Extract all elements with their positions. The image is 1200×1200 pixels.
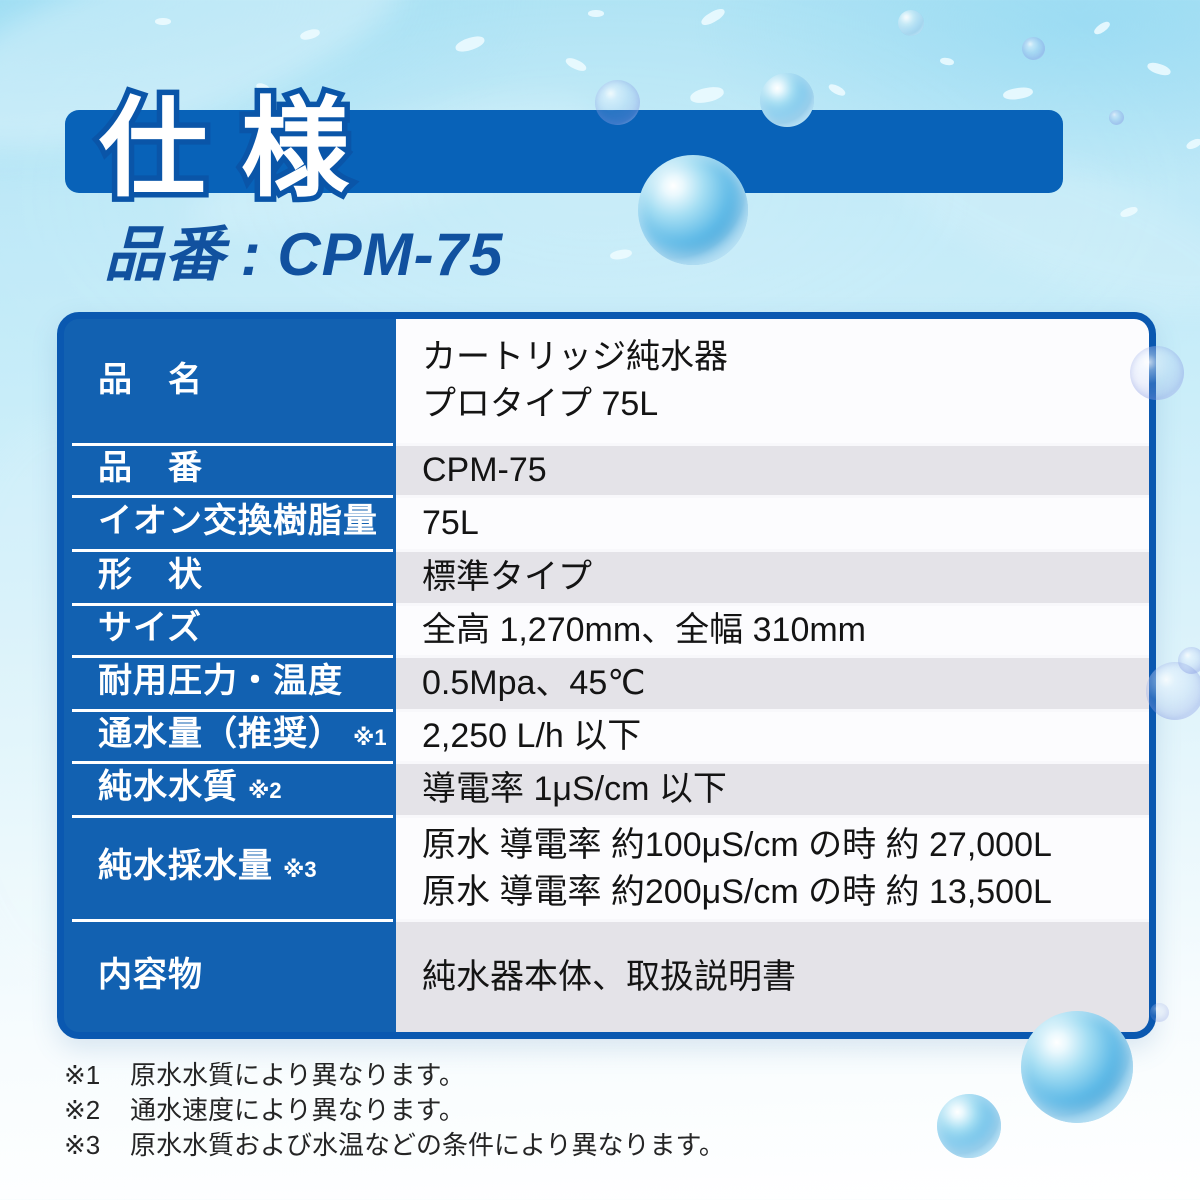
spec-label-text: サイズ	[98, 609, 202, 648]
spec-value-water-quality: 導電率 1μS/cm 以下	[396, 761, 1149, 815]
spec-label-water-yield: 純水採水量 ※3	[64, 815, 396, 919]
title-bar: 仕様	[65, 89, 1063, 208]
bubble-decoration	[937, 1094, 1001, 1158]
bubble-decoration	[638, 155, 748, 265]
footnote-marker: ※2	[64, 1095, 101, 1125]
footnote-text: 通水速度により異なります。	[130, 1095, 465, 1125]
spec-label-note: ※3	[283, 857, 317, 883]
spec-label-resin-volume: イオン交換樹脂量	[64, 495, 396, 549]
bubble-decoration	[1021, 1011, 1133, 1123]
bubble-decoration	[1150, 1003, 1169, 1022]
splash-decoration	[1002, 85, 1034, 102]
bubble-decoration	[1022, 37, 1045, 60]
spec-label-shape: 形 状	[64, 549, 396, 603]
spec-label-text: 品 番	[98, 449, 203, 488]
spec-label-text: 品 名	[98, 361, 203, 400]
footnote-3: ※3 原水水質および水温などの条件により異なります。	[64, 1128, 725, 1163]
spec-label-text: 形 状	[98, 556, 203, 595]
spec-value-size: 全高 1,270mm、全幅 310mm	[396, 603, 1149, 655]
footnote-text: 原水水質および水温などの条件により異なります。	[130, 1130, 725, 1160]
bubble-decoration	[1178, 647, 1200, 674]
splash-decoration	[699, 6, 727, 28]
spec-table: 品 名 カートリッジ純水器 プロタイプ 75L 品 番 CPM-75 イオン交換…	[57, 312, 1156, 1039]
footnote-1: ※1 原水水質により異なります。	[64, 1058, 725, 1093]
spec-label-text: 純水採水量	[98, 847, 273, 886]
splash-decoration	[939, 56, 955, 67]
bubble-decoration	[898, 10, 924, 36]
spec-label-size: サイズ	[64, 603, 396, 655]
spec-label-text: 内容物	[98, 955, 203, 994]
splash-decoration	[688, 84, 726, 106]
page-title: 仕様	[93, 89, 383, 208]
product-code-label: 品番	[104, 221, 224, 288]
spec-value-flow-rate: 2,250 L/h 以下	[396, 709, 1149, 761]
splash-decoration	[1146, 60, 1172, 78]
spec-label-text: 耐用圧力・温度	[98, 662, 343, 701]
spec-value-contents: 純水器本体、取扱説明書	[396, 919, 1149, 1032]
footnote-marker: ※3	[64, 1130, 101, 1160]
spec-label-text: 純水水質	[98, 768, 238, 807]
footnote-text: 原水水質により異なります。	[130, 1060, 465, 1090]
splash-decoration	[564, 55, 588, 74]
footnote-marker: ※1	[64, 1060, 101, 1090]
footnotes: ※1 原水水質により異なります。 ※2 通水速度により異なります。 ※3 原水水…	[64, 1058, 725, 1163]
spec-label-water-quality: 純水水質 ※2	[64, 761, 396, 815]
spec-value-pressure-temperature: 0.5Mpa、45℃	[396, 655, 1149, 709]
splash-decoration	[588, 10, 604, 17]
bubble-decoration	[760, 73, 814, 127]
spec-value-model-number: CPM-75	[396, 443, 1149, 495]
splash-decoration	[1185, 136, 1200, 152]
splash-decoration	[453, 33, 487, 55]
spec-label-text: イオン交換樹脂量	[98, 502, 378, 541]
spec-value-water-yield: 原水 導電率 約100μS/cm の時 約 27,000L 原水 導電率 約20…	[396, 815, 1149, 919]
spec-label-note: ※1	[353, 725, 387, 751]
spec-label-flow-rate: 通水量（推奨） ※1	[64, 709, 396, 761]
product-code-line: 品番 : CPM-75	[104, 206, 503, 293]
spec-label-pressure-temperature: 耐用圧力・温度	[64, 655, 396, 709]
splash-decoration	[827, 82, 847, 98]
spec-value-product-name: カートリッジ純水器 プロタイプ 75L	[396, 319, 1149, 443]
bubble-decoration	[595, 80, 640, 125]
splash-decoration	[1092, 19, 1112, 37]
spec-value-shape: 標準タイプ	[396, 549, 1149, 603]
bubble-decoration	[1109, 110, 1124, 125]
bubble-decoration	[1130, 346, 1184, 400]
spec-label-product-name: 品 名	[64, 319, 396, 443]
spec-label-model-number: 品 番	[64, 443, 396, 495]
splash-decoration	[609, 248, 633, 261]
spec-value-resin-volume: 75L	[396, 495, 1149, 549]
product-code-separator: :	[224, 221, 278, 288]
splash-decoration	[155, 18, 171, 25]
spec-label-contents: 内容物	[64, 919, 396, 1032]
spec-label-note: ※2	[248, 778, 282, 804]
spec-label-text: 通水量（推奨）	[98, 715, 343, 754]
footnote-2: ※2 通水速度により異なります。	[64, 1093, 725, 1128]
product-code-value: CPM-75	[277, 221, 504, 288]
